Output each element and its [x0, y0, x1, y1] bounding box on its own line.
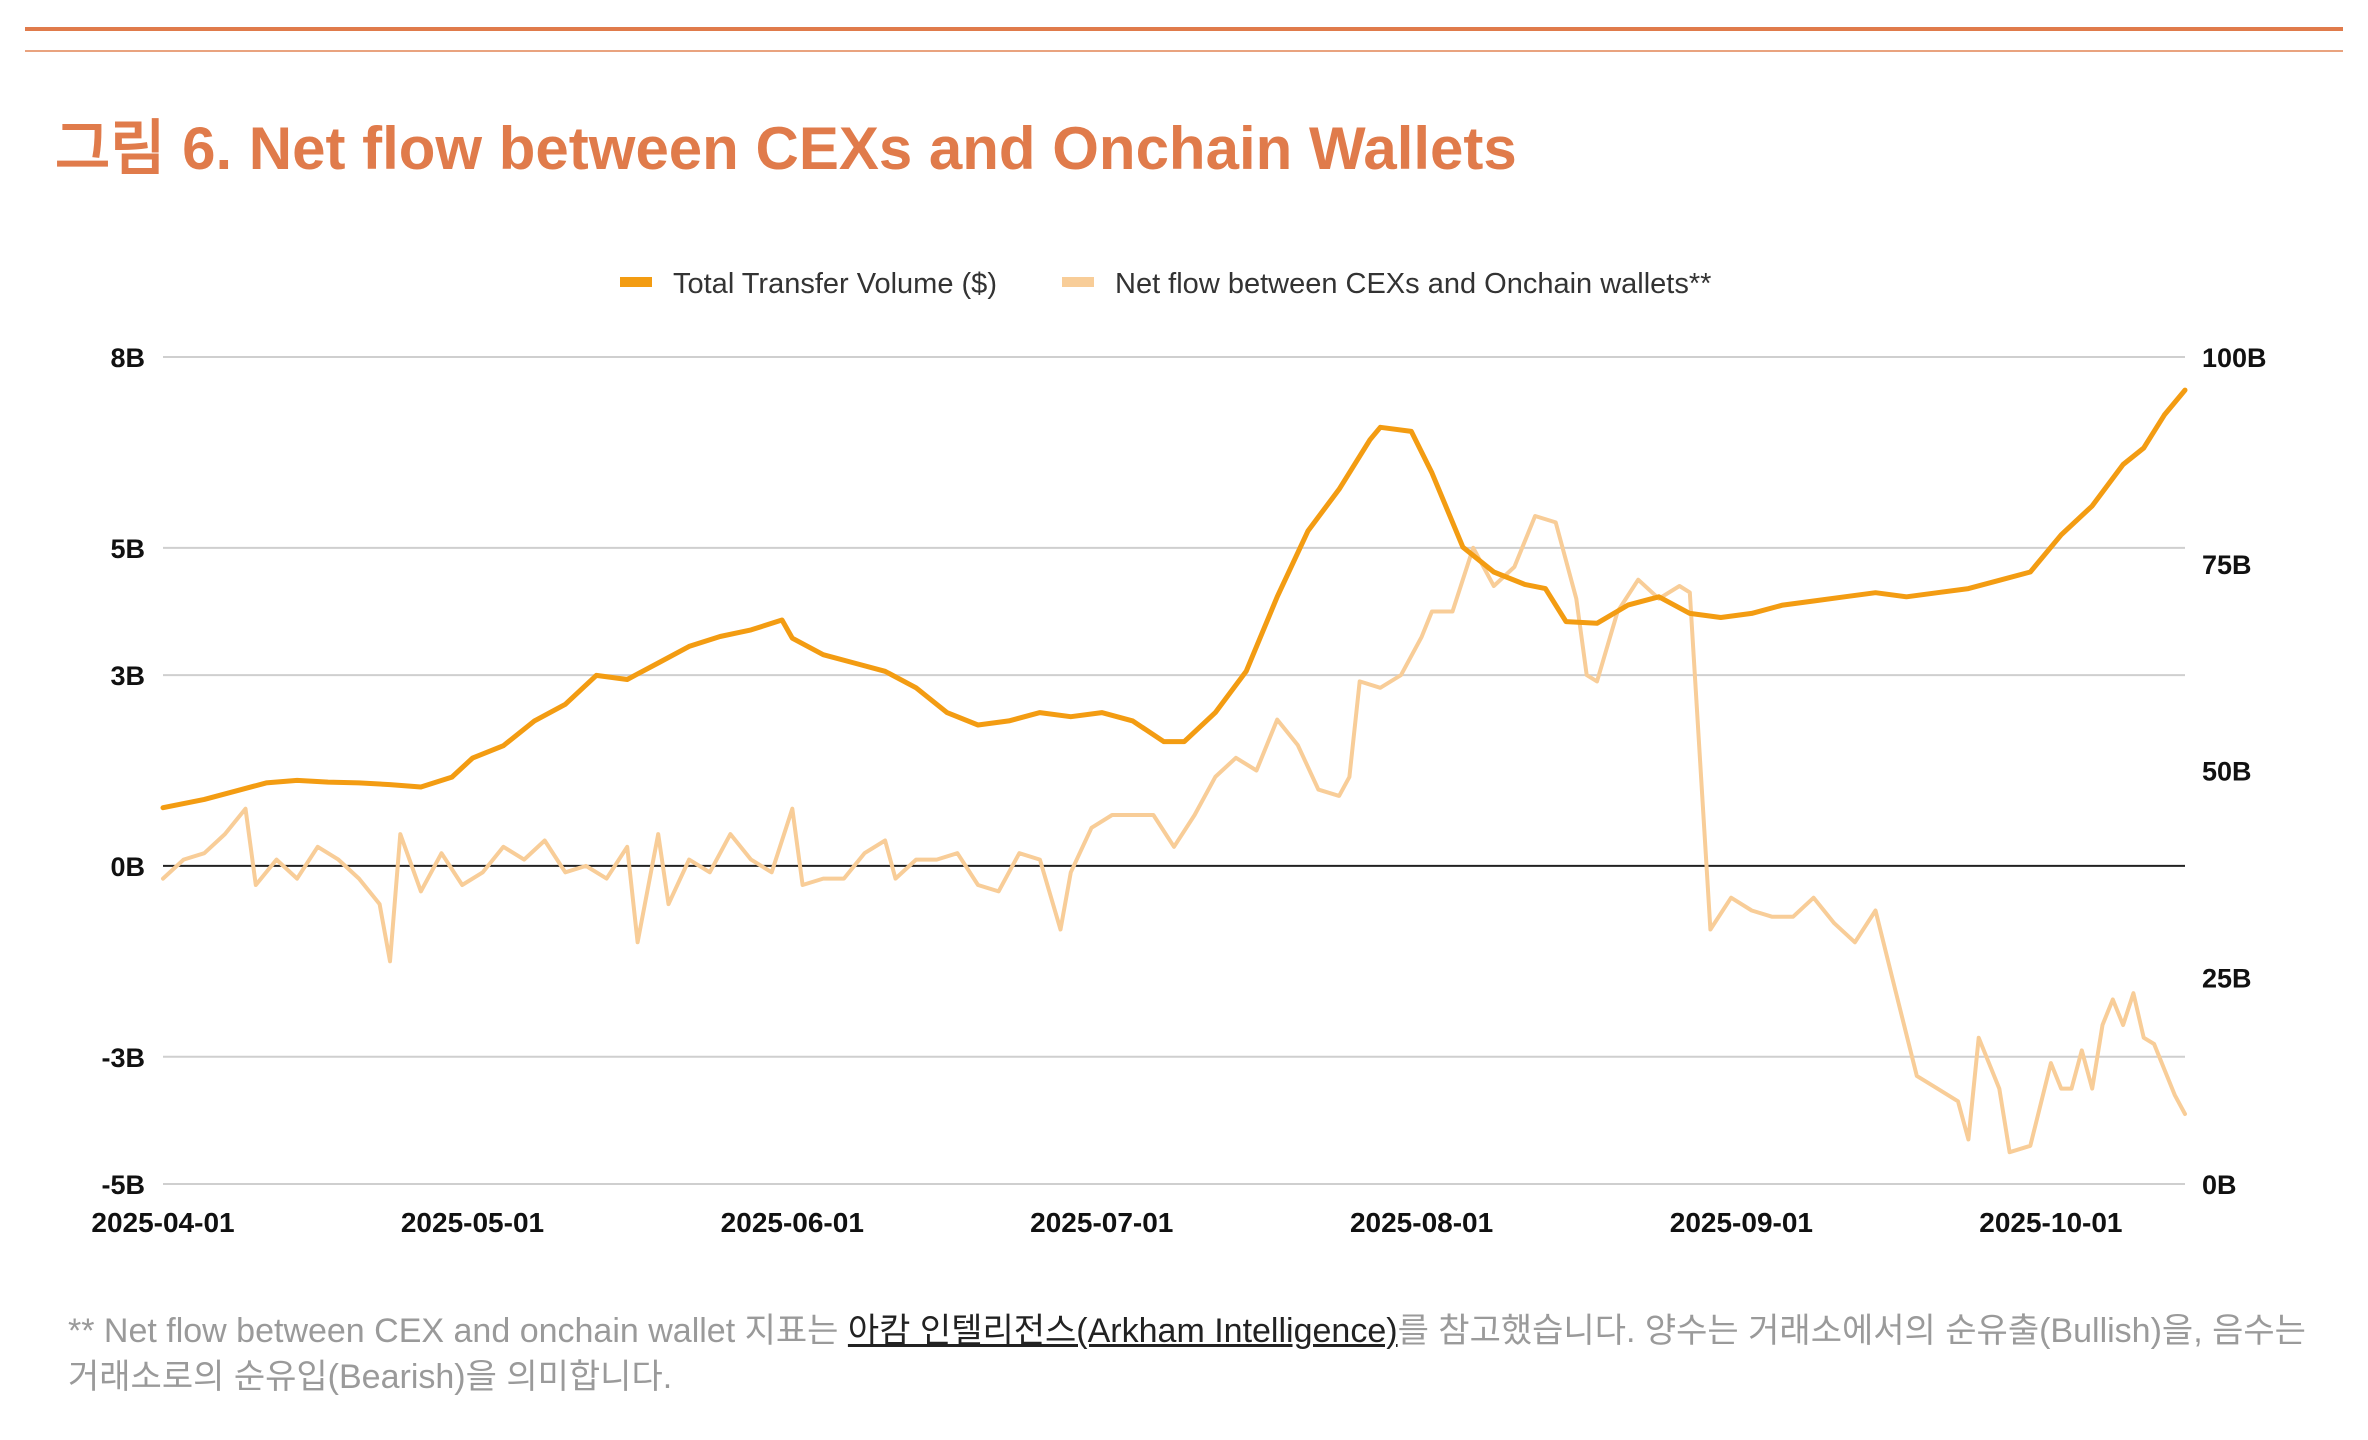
y-left-tick-label: -3B	[101, 1043, 145, 1073]
y-right-tick-label: 75B	[2202, 550, 2252, 580]
line-chart: Total Transfer Volume ($) Net flow betwee…	[91, 268, 2266, 1238]
series-line-total-transfer-volume	[160, 387, 2188, 811]
y-left-tick-label: 3B	[110, 661, 145, 691]
x-tick-label: 2025-10-01	[1979, 1207, 2122, 1238]
x-tick-label: 2025-06-01	[721, 1207, 864, 1238]
series-line-net-flow	[161, 514, 2187, 1155]
header-rule-bottom	[25, 50, 2343, 52]
legend-swatch-net-flow	[1062, 277, 1094, 287]
footnote-prefix: ** Net flow between CEX and onchain wall…	[68, 1312, 848, 1350]
y-right-tick-label: 0B	[2202, 1170, 2237, 1200]
y-right-tick-label: 100B	[2202, 343, 2267, 373]
y-right-tick-label: 25B	[2202, 963, 2252, 993]
chart-axes: -5B -3B 0B 3B 5B 8B 0B 25B 50B 75B 100B 2025-04-01 2…	[91, 343, 2266, 1238]
legend-label-net-flow: Net flow between CEXs and Onchain wallet…	[1115, 268, 1711, 300]
footnote-suffix: 를 참고했습니다. 양수는 거래소에서의 순유출(Bullish)을, 음수는 …	[68, 1312, 2306, 1396]
x-tick-label: 2025-07-01	[1030, 1207, 1173, 1238]
y-left-tick-label: 8B	[110, 343, 145, 373]
x-tick-label: 2025-04-01	[91, 1207, 234, 1238]
header-rule-top	[25, 27, 2343, 31]
chart-grid	[163, 356, 2185, 1185]
legend-label-volume: Total Transfer Volume ($)	[673, 268, 997, 300]
figure-title: 그림 6. Net flow between CEXs and Onchain …	[55, 115, 1517, 182]
x-tick-label: 2025-09-01	[1670, 1207, 1813, 1238]
x-tick-label: 2025-05-01	[401, 1207, 544, 1238]
chart-series	[160, 387, 2188, 1155]
y-left-tick-label: -5B	[101, 1170, 145, 1200]
x-tick-label: 2025-08-01	[1350, 1207, 1493, 1238]
y-left-tick-label: 0B	[110, 852, 145, 882]
source-link-arkham[interactable]: 아캄 인텔리전스(Arkham Intelligence)	[847, 1312, 1398, 1350]
y-left-tick-label: 5B	[110, 534, 145, 564]
legend-swatch-volume	[620, 277, 652, 287]
chart-legend: Total Transfer Volume ($) Net flow betwee…	[620, 268, 1711, 300]
y-right-tick-label: 50B	[2202, 757, 2252, 787]
footnote: ** Net flow between CEX and onchain wall…	[68, 1308, 2318, 1400]
